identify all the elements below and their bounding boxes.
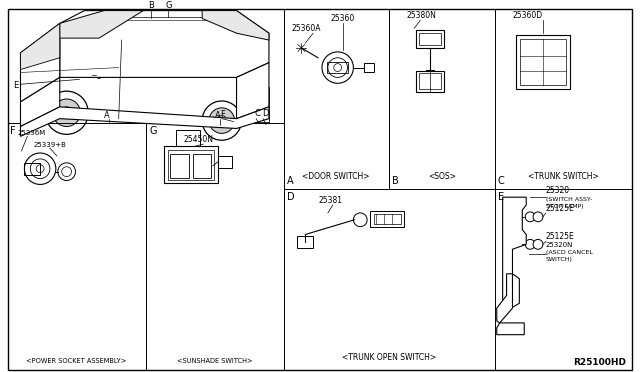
Text: <TRUNK SWITCH>: <TRUNK SWITCH> (528, 173, 599, 182)
Bar (94, 20, 193, 48)
Circle shape (24, 153, 56, 185)
Bar (24, 163, 40, 174)
Circle shape (96, 73, 102, 78)
Bar (419, 73, 441, 89)
Polygon shape (497, 274, 513, 323)
Bar (237, 87, 269, 122)
Bar (370, 211, 404, 227)
Text: <SOS>: <SOS> (428, 173, 456, 182)
Polygon shape (202, 11, 269, 40)
Bar (239, 105, 266, 119)
Bar (193, 154, 211, 177)
Bar (416, 71, 444, 92)
Circle shape (30, 159, 50, 179)
Bar (520, 39, 566, 85)
Polygon shape (20, 23, 60, 70)
Text: 25125E: 25125E (546, 204, 575, 213)
Text: 25336M: 25336M (17, 130, 46, 136)
Circle shape (533, 240, 543, 249)
Text: G: G (166, 1, 172, 10)
Text: 25339+B: 25339+B (33, 142, 66, 148)
Circle shape (53, 99, 81, 126)
Bar (416, 30, 444, 48)
Text: <DOOR SWITCH>: <DOOR SWITCH> (303, 173, 370, 182)
Text: <SUNSHADE SWITCH>: <SUNSHADE SWITCH> (177, 358, 253, 364)
Circle shape (525, 240, 535, 249)
Circle shape (61, 167, 72, 177)
Circle shape (322, 52, 353, 83)
Circle shape (525, 212, 535, 222)
Text: D: D (262, 109, 269, 118)
Bar (218, 156, 232, 168)
Text: 25320: 25320 (546, 186, 570, 195)
Text: E: E (13, 81, 19, 90)
Polygon shape (60, 11, 143, 38)
Bar (298, 237, 313, 248)
Text: B: B (148, 1, 154, 10)
Text: SWITCH): SWITCH) (546, 257, 573, 262)
Circle shape (333, 64, 342, 71)
Circle shape (45, 91, 88, 134)
Text: R25100HD: R25100HD (573, 358, 627, 367)
Text: 25450N: 25450N (184, 135, 214, 144)
Text: 25360: 25360 (331, 15, 355, 23)
Bar (327, 62, 348, 73)
Polygon shape (497, 323, 524, 335)
Text: B: B (392, 176, 399, 186)
Polygon shape (60, 11, 269, 77)
Bar (175, 131, 200, 146)
Polygon shape (237, 62, 269, 119)
Bar (364, 62, 374, 73)
Text: 25380N: 25380N (406, 12, 436, 20)
Text: C: C (254, 109, 260, 118)
Bar (239, 90, 266, 102)
Circle shape (509, 217, 515, 223)
Circle shape (328, 58, 348, 77)
Polygon shape (502, 197, 526, 313)
Bar (164, 146, 218, 183)
Circle shape (509, 200, 515, 206)
Text: (ASCD CANCEL: (ASCD CANCEL (546, 250, 593, 255)
Circle shape (202, 101, 241, 140)
Circle shape (58, 163, 76, 180)
Text: G: G (149, 125, 157, 135)
Text: A: A (104, 110, 109, 120)
Circle shape (533, 212, 543, 222)
Text: (SWITCH ASSY-: (SWITCH ASSY- (546, 197, 592, 202)
Circle shape (36, 165, 44, 173)
Polygon shape (20, 23, 60, 102)
Text: 25360D: 25360D (513, 12, 543, 20)
Bar (419, 33, 441, 45)
Circle shape (61, 107, 72, 119)
Bar (374, 214, 401, 224)
Text: STOP LAMP): STOP LAMP) (546, 204, 584, 209)
Text: F: F (10, 125, 15, 135)
Text: <TRUNK OPEN SWITCH>: <TRUNK OPEN SWITCH> (342, 353, 436, 362)
Text: 25381: 25381 (318, 196, 342, 205)
Text: 25360A: 25360A (292, 24, 321, 33)
Text: F: F (220, 110, 225, 119)
Text: C: C (498, 176, 504, 186)
Text: A: A (287, 176, 293, 186)
Circle shape (353, 213, 367, 227)
Bar (170, 154, 189, 177)
Bar (168, 150, 214, 180)
Bar (516, 35, 570, 89)
Text: A: A (215, 110, 221, 120)
Text: E: E (498, 192, 504, 202)
Text: 25125E: 25125E (546, 232, 575, 241)
Circle shape (209, 108, 235, 134)
Polygon shape (20, 77, 60, 126)
Bar (24, 55, 31, 60)
Polygon shape (20, 107, 269, 136)
Circle shape (217, 116, 227, 125)
Text: 25320N: 25320N (546, 242, 573, 248)
Text: D: D (287, 192, 294, 202)
Text: <POWER SOCKET ASSEMBLY>: <POWER SOCKET ASSEMBLY> (26, 358, 127, 364)
Bar (99, 23, 188, 45)
